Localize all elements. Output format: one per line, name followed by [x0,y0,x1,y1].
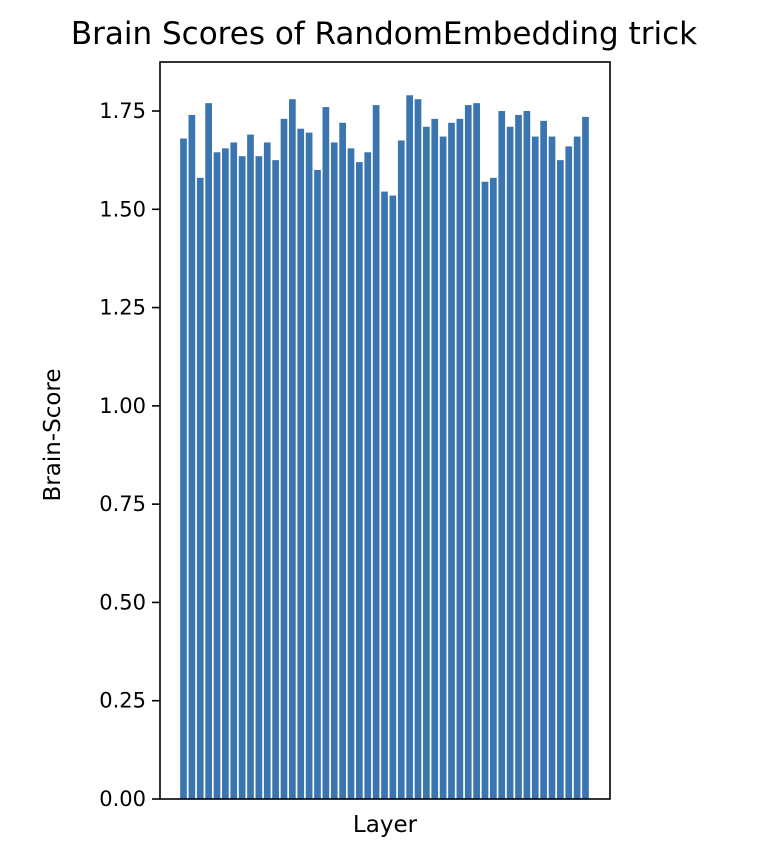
bar-layer-42 [523,111,531,799]
y-axis-ticks: 0.00 0.25 0.50 0.75 1.00 1.25 1.50 1.75 [99,99,160,811]
bar-layer-32 [439,136,447,800]
bar-layer-39 [498,111,506,799]
bar-layer-3 [196,177,204,799]
bar-layer-13 [280,118,288,800]
bar-layer-35 [464,105,472,800]
bar-layer-23 [364,152,372,799]
bar-layer-25 [381,191,388,800]
bar-layer-48 [573,136,581,800]
bar-layer-21 [347,148,355,800]
bar-layer-31 [431,118,439,800]
y-tick-label: 1.25 [99,296,146,320]
bar-layer-44 [540,120,547,799]
bar-layer-1 [180,138,187,799]
bar-layer-15 [297,128,305,799]
bar-layer-40 [506,126,514,800]
bar-layer-27 [397,140,405,800]
bar-layer-12 [272,160,279,799]
y-tick-label: 0.00 [99,787,146,811]
bar-layer-17 [314,169,321,800]
bar-layer-47 [565,146,573,799]
y-tick-label: 1.00 [99,394,146,418]
plot-frame [159,61,611,800]
y-tick-label: 1.50 [99,197,146,221]
bar-layer-28 [406,95,413,799]
bar-layer-30 [423,126,430,800]
bar-layer-19 [330,142,338,799]
bar-layer-7 [230,142,238,799]
bar-layer-20 [339,122,346,800]
bar-layer-18 [322,107,330,799]
bar-layer-49 [582,116,589,799]
bar-layer-16 [305,132,313,799]
bar-layer-41 [515,114,522,800]
bar-layer-34 [456,118,464,800]
bar-layer-33 [448,122,455,800]
bar-layer-8 [238,156,246,799]
bar-layer-24 [372,105,380,800]
bar-layer-14 [289,99,296,799]
y-tick-label: 1.75 [99,99,146,123]
bars-group [180,95,589,800]
y-tick-label: 0.75 [99,492,146,516]
y-tick-label: 0.50 [99,590,146,614]
chart-title: Brain Scores of RandomEmbedding trick [71,16,697,52]
bar-layer-2 [188,114,196,800]
bar-layer-45 [548,136,556,800]
bar-layer-43 [531,136,539,800]
bar-layer-9 [247,134,254,800]
bar-layer-4 [205,103,212,799]
bar-layer-5 [213,152,221,799]
bar-layer-26 [389,195,397,799]
bar-layer-38 [490,177,497,799]
bar-layer-10 [255,156,263,799]
bar-layer-22 [356,162,363,800]
y-tick-label: 0.25 [99,689,146,713]
y-axis-label: Brain-Score [40,368,66,501]
bar-layer-6 [222,148,229,800]
bar-layer-11 [263,142,271,799]
bar-layer-29 [414,99,422,799]
bar-layer-46 [557,160,564,799]
bar-layer-36 [473,103,480,799]
bar-layer-37 [481,181,489,799]
x-axis-label: Layer [353,812,418,838]
